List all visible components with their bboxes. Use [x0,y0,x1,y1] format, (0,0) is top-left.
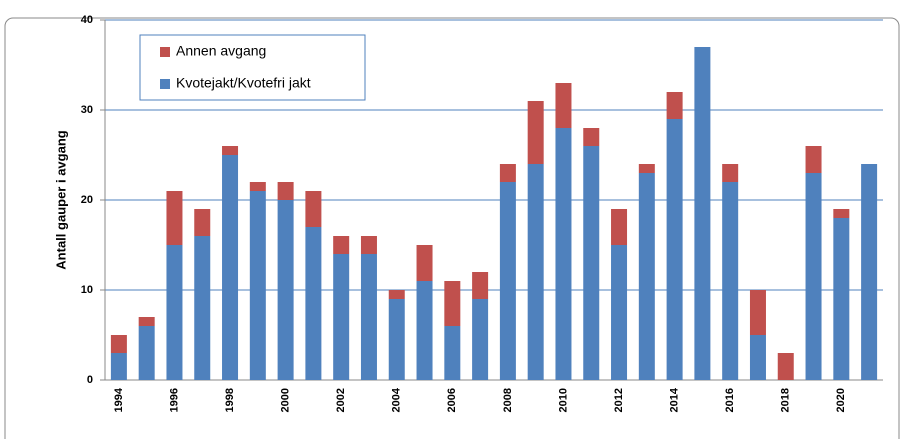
bar-segment [166,245,183,380]
y-tick-label: 40 [81,14,93,26]
x-tick-label: 2012 [613,388,625,412]
y-tick-label: 0 [87,374,93,386]
bar-segment [388,290,405,299]
bar-segment [277,182,294,200]
x-tick-label: 2000 [280,388,292,412]
bar-segment [666,92,683,119]
bar-segment [555,83,572,128]
x-tick-label: 2010 [557,388,569,412]
bar-segment [305,191,322,227]
bar-segment [277,200,294,380]
x-tick-label: 2006 [446,388,458,412]
bar-segment [305,227,322,380]
bar-segment [249,182,266,191]
bar-segment [472,272,489,299]
bar-segment [222,155,239,380]
x-tick-label: 1996 [168,388,180,412]
bar-segment [611,245,628,380]
bar-segment [416,245,433,281]
x-tick-label: 2014 [669,387,681,412]
bar-segment [360,254,377,380]
x-tick-label: 2018 [780,388,792,412]
bar-segment [499,182,516,380]
y-tick-label: 20 [81,194,93,206]
bar-segment [333,254,350,380]
bar-segment [722,164,739,182]
x-tick-label: 1994 [113,387,125,412]
bar-segment [110,335,127,353]
bar-segment [583,128,600,146]
x-tick-label: 2016 [724,388,736,412]
bar-segment [611,209,628,245]
bar-segment [472,299,489,380]
bar-segment [694,47,711,380]
x-tick-label: 2008 [502,388,514,412]
bar-segment [666,119,683,380]
bar-segment [833,209,850,218]
bar-segment [805,146,822,173]
bar-segment [861,164,878,380]
bar-segment [833,218,850,380]
y-axis-label: Antall gauper i avgang [53,130,68,269]
legend-label: Kvotejakt/Kvotefri jakt [176,75,311,91]
bar-segment [444,281,461,326]
legend-swatch [160,47,170,57]
bar-segment [360,236,377,254]
bar-segment [110,353,127,380]
bar-segment [138,317,155,326]
bar-segment [805,173,822,380]
bar-segment [499,164,516,182]
x-tick-label: 1998 [224,388,236,412]
bar-segment [749,290,766,335]
bar-segment [333,236,350,254]
bar-segment [583,146,600,380]
y-tick-label: 30 [81,104,93,116]
bar-segment [194,236,211,380]
bar-segment [749,335,766,380]
bar-segment [777,353,794,380]
bar-segment [444,326,461,380]
bar-segment [527,164,544,380]
bar-segment [138,326,155,380]
y-tick-label: 10 [81,284,93,296]
bar-segment [638,164,655,173]
bar-segment [527,101,544,164]
x-tick-label: 2002 [335,388,347,412]
bar-segment [249,191,266,380]
bar-segment [388,299,405,380]
legend-swatch [160,79,170,89]
bar-segment [722,182,739,380]
bar-segment [222,146,239,155]
bar-segment [166,191,183,245]
bar-segment [416,281,433,380]
x-tick-label: 2004 [391,387,403,412]
bar-segment [555,128,572,380]
x-tick-label: 2020 [835,388,847,412]
legend-box [139,34,366,101]
bar-segment [638,173,655,380]
bar-segment [194,209,211,236]
legend-label: Annen avgang [176,43,266,59]
